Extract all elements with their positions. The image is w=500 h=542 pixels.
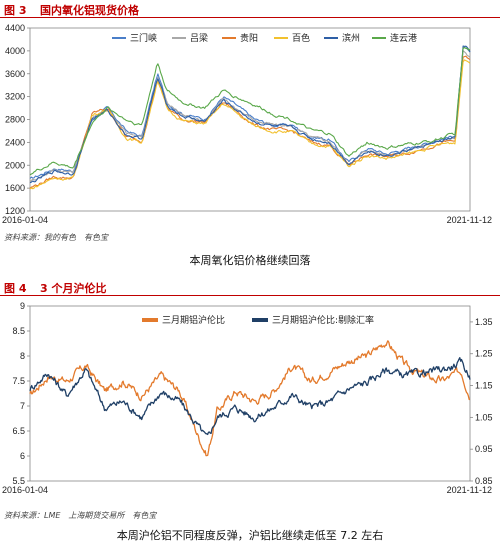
figure-3-number: 图 3 <box>4 4 27 17</box>
y-tick-label: 4400 <box>5 23 25 33</box>
series-line-2 <box>29 357 471 436</box>
series-line-1 <box>29 47 471 179</box>
legend-label: 吕梁 <box>190 32 208 44</box>
shanghai-london-ratio-chart: 5.5 6 6.5 7 7.5 8 8.5 9 0.85 0.95 1.05 1.15 1.25 1.35… <box>2 301 493 495</box>
y-tick-label: 4000 <box>5 46 25 56</box>
y-right-tick-label: 1.25 <box>475 349 493 359</box>
y-tick-label: 6.5 <box>12 426 25 436</box>
y-tick-label: 2800 <box>5 115 25 125</box>
y-tick-label: 9 <box>20 301 25 311</box>
y-tick-label: 3200 <box>5 92 25 102</box>
figure-3-title: 国内氧化铝现货价格 <box>40 4 139 17</box>
y-tick-label: 5.5 <box>12 476 25 486</box>
series-line-4 <box>29 59 471 190</box>
figure-3-source: 资料来源：我的有色 有色宝 <box>4 233 108 242</box>
y-tick-label: 7 <box>20 401 25 411</box>
legend-label: 连云港 <box>390 32 417 44</box>
series-line-2 <box>29 50 471 183</box>
y-tick-label: 2000 <box>5 160 25 170</box>
series-line-1 <box>29 340 471 457</box>
x-tick-label: 2021-11-12 <box>447 485 492 495</box>
legend-label: 三月期铝沪伦比:剔除汇率 <box>272 314 374 326</box>
legend-label: 贵阳 <box>240 32 258 44</box>
x-tick-label: 2016-01-04 <box>2 485 48 495</box>
figure-4-header: 图 4 3 个月沪伦比 <box>0 278 500 296</box>
legend-label: 三门峡 <box>130 32 157 44</box>
y-right-tick-label: 1.15 <box>475 381 493 391</box>
x-tick-label: 2021-11-12 <box>447 215 492 225</box>
x-tick-label: 2016-01-04 <box>2 215 48 225</box>
alumina-price-chart: 1200 1600 2000 2400 2800 3200 3600 4000 4400 2016… <box>2 23 492 225</box>
y-right-tick-label: 1.35 <box>475 317 493 327</box>
figure-4-source: 资料来源：LME 上海期货交易所 有色宝 <box>4 511 157 520</box>
figure-4-title: 3 个月沪伦比 <box>40 282 107 295</box>
legend-label: 百色 <box>292 32 310 44</box>
y-tick-label: 1600 <box>5 183 25 193</box>
figure-4-number: 图 4 <box>4 282 27 295</box>
y-tick-label: 8.5 <box>12 326 25 336</box>
y-right-tick-label: 0.85 <box>475 476 493 486</box>
y-tick-label: 2400 <box>5 137 25 147</box>
figure-4-caption: 本周沪伦铝不同程度反弹，沪铝比继续走低至 7.2 左右 <box>116 529 384 542</box>
y-right-tick-label: 1.05 <box>475 412 493 422</box>
plot-frame <box>29 305 471 482</box>
legend-label: 三月期铝沪伦比 <box>162 314 225 326</box>
y-right-tick-label: 0.95 <box>475 444 493 454</box>
figure-3-header: 图 3 国内氧化铝现货价格 <box>0 0 500 18</box>
legend-label: 滨州 <box>342 32 360 44</box>
series-line-6 <box>29 46 471 176</box>
y-tick-label: 3600 <box>5 69 25 79</box>
y-tick-label: 1200 <box>5 206 25 216</box>
y-tick-label: 6 <box>20 451 25 461</box>
y-tick-label: 7.5 <box>12 376 25 386</box>
figure-3-caption: 本周氧化铝价格继续回落 <box>189 254 311 267</box>
y-tick-label: 8 <box>20 351 25 361</box>
